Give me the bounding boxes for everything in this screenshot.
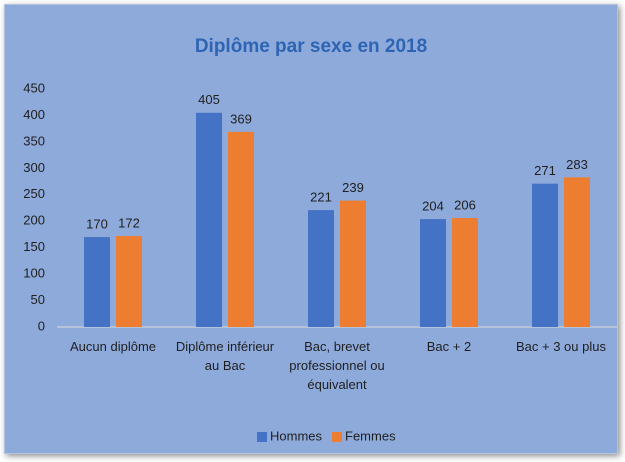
x-tick-label: Bac + 3 ou plus	[516, 339, 606, 354]
bar	[308, 210, 334, 327]
bar	[532, 183, 558, 327]
legend-swatch	[257, 432, 267, 442]
data-label: 369	[230, 111, 252, 126]
x-tick-label: Aucun diplôme	[70, 339, 156, 354]
y-tick-label: 300	[23, 160, 45, 175]
data-label: 221	[310, 190, 332, 205]
y-tick-label: 50	[31, 292, 45, 307]
x-tick-label: Bac, brevet professionnel ou équivalent	[289, 339, 385, 392]
chart-title: Diplôme par sexe en 2018	[195, 36, 427, 57]
data-label: 204	[422, 199, 444, 214]
chart-frame: Diplôme par sexe en 2018 0 50 100 150 200 250…	[4, 4, 618, 454]
y-tick-label: 0	[38, 318, 45, 333]
y-tick-label: 400	[23, 107, 45, 122]
bar	[340, 200, 366, 327]
data-label: 206	[454, 197, 476, 212]
legend-label: Femmes	[345, 428, 396, 443]
bar	[452, 218, 478, 327]
y-tick-label: 450	[23, 80, 45, 95]
bar	[84, 237, 110, 327]
x-tick-label: Bac + 2	[426, 339, 472, 354]
legend-swatch	[332, 432, 343, 442]
bar	[564, 177, 590, 327]
bar	[196, 112, 222, 327]
data-label: 405	[198, 92, 220, 107]
y-tick-label: 250	[23, 186, 45, 201]
data-label: 271	[534, 163, 556, 178]
bar	[228, 131, 254, 327]
chart: Diplôme par sexe en 2018 0 50 100 150 200 250…	[23, 36, 617, 443]
legend-label: Hommes	[270, 428, 323, 443]
x-tick-label: Diplôme inférieur au Bac	[175, 339, 275, 373]
data-label: 239	[342, 180, 364, 195]
y-tick-label: 100	[23, 266, 45, 281]
data-label: 283	[566, 157, 588, 172]
bar	[116, 236, 142, 327]
data-label: 170	[86, 217, 108, 232]
y-tick-label: 350	[23, 133, 45, 148]
data-label: 172	[118, 215, 140, 230]
bar	[420, 219, 446, 327]
y-tick-label: 200	[23, 213, 45, 228]
y-tick-label: 150	[23, 239, 45, 254]
